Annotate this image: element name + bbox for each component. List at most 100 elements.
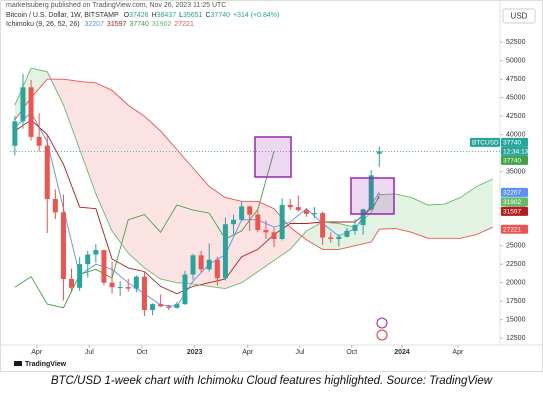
x-tick-label: Apr — [31, 349, 43, 356]
x-tick-label: 2023 — [187, 349, 203, 356]
cloud-segment — [112, 90, 129, 254]
candle-body — [28, 87, 34, 137]
candle-body — [44, 145, 50, 200]
candle-body — [206, 259, 212, 270]
cloud-segment — [371, 194, 380, 242]
cloud-segment — [379, 193, 396, 230]
ohlc-value: 38437 — [156, 12, 177, 19]
indicator-label: 31597 — [503, 209, 521, 216]
symbol-tag-box — [470, 137, 500, 147]
candle-body — [295, 207, 301, 211]
event-icon[interactable] — [376, 329, 388, 341]
candle-body — [255, 214, 261, 231]
change: +314 (+0.84%) — [233, 12, 280, 19]
x-tick-label: Oct — [346, 349, 357, 356]
x-tick-label: 2024 — [394, 349, 410, 356]
cloud-segment — [476, 179, 493, 235]
candle-body — [328, 237, 334, 239]
y-tick-label: 52500 — [506, 39, 526, 46]
candle-body — [222, 224, 228, 279]
candle-body — [271, 232, 277, 239]
candle-body — [352, 224, 358, 231]
symbol-tag: BTCUSD — [472, 140, 499, 147]
indicator-label: 31902 — [503, 199, 521, 206]
x-tick-label: Oct — [137, 349, 148, 356]
chart-frame — [0, 0, 543, 372]
x-tick-label: Jul — [85, 349, 94, 356]
countdown-box — [501, 146, 528, 156]
ohlc-value: 35651 — [183, 12, 203, 19]
ohlc-letter: C — [205, 12, 211, 19]
candle-body — [20, 87, 26, 122]
y-tick-label: 47500 — [506, 76, 526, 83]
candle-body — [93, 250, 99, 255]
candle-body — [36, 136, 42, 146]
candle-body — [158, 304, 164, 307]
indicator-label: 27221 — [503, 226, 521, 233]
indicator-label-box — [501, 197, 528, 207]
candle-body — [198, 255, 204, 270]
currency: USD — [511, 12, 528, 21]
candle-body — [85, 254, 91, 265]
chart: USD TradingView 12500 15000 17500 20000 2250… — [0, 0, 543, 372]
caption: BTC/USD 1-week chart with Ichimoku Cloud… — [50, 375, 493, 387]
y-tick-label: 12500 — [506, 335, 526, 342]
indicator-line — [14, 151, 275, 309]
symbol: Bitcoin / U.S. Dollar, 1W, BITSTAMP — [6, 12, 119, 19]
indicator-label-box — [501, 187, 528, 197]
highlight-box — [350, 177, 395, 215]
y-tick-label: 50000 — [506, 58, 526, 65]
cloud-segment — [128, 105, 145, 268]
y-tick-label: 40000 — [506, 132, 526, 139]
indicator-value: 32207 — [84, 21, 104, 28]
indicator-label-box — [501, 224, 528, 234]
logo-mark — [14, 361, 22, 366]
candle-body — [182, 274, 188, 305]
last-price-box — [501, 137, 528, 147]
candle-body — [312, 213, 318, 215]
currency-box — [502, 8, 536, 24]
ohlc-value: 37740 — [210, 12, 230, 19]
indicator-line — [14, 111, 380, 307]
indicator-value: 31597 — [106, 21, 127, 28]
cloud-segment — [460, 186, 477, 239]
cloud-segment — [411, 197, 428, 239]
indicator: Ichimoku (9, 26, 52, 26) — [6, 21, 80, 28]
x-tick-label: Apr — [452, 349, 464, 356]
ohlc-letter: L — [179, 12, 183, 19]
cloud-segment — [160, 130, 177, 283]
cloud-segment — [193, 167, 210, 287]
candle-body — [77, 264, 83, 288]
candle-body — [279, 204, 285, 239]
indicator-value: 31902 — [151, 21, 172, 28]
y-tick-label: 42500 — [506, 113, 526, 120]
y-tick-label: 22500 — [506, 261, 526, 268]
candle-body — [133, 276, 139, 289]
candle-body — [141, 276, 147, 311]
event-icon[interactable] — [376, 317, 388, 329]
indicator-value: 37740 — [129, 21, 149, 28]
candle-body — [368, 175, 374, 210]
ohlc-value: 37426 — [129, 12, 149, 19]
candle-body — [109, 282, 115, 288]
cloud-segment — [144, 116, 161, 279]
last-price: 37740 — [503, 140, 521, 147]
candle-body — [360, 209, 366, 225]
watermark: TradingView — [25, 361, 67, 368]
y-tick-label: 45000 — [506, 95, 526, 102]
candle-body — [60, 212, 66, 279]
candle-body — [190, 255, 196, 275]
candle-body — [69, 278, 75, 288]
candle-body — [101, 250, 107, 283]
cloud-segment — [225, 197, 242, 289]
cloud-segment — [427, 204, 445, 239]
candle-body — [117, 287, 123, 289]
candle-body — [214, 259, 220, 279]
cloud-segment — [31, 68, 48, 98]
indicator-line — [14, 67, 493, 290]
candle-body — [303, 210, 309, 214]
candle-body — [263, 230, 269, 233]
candle-body — [287, 204, 293, 208]
cloud-segment — [241, 201, 258, 283]
